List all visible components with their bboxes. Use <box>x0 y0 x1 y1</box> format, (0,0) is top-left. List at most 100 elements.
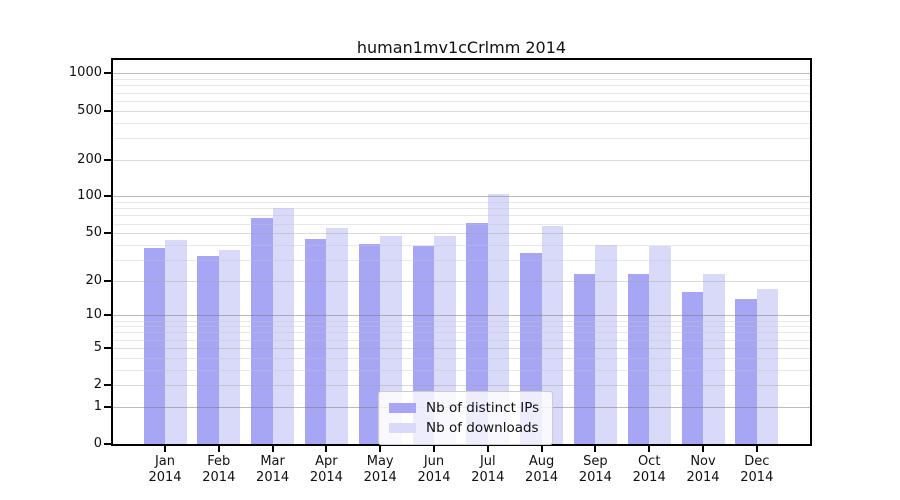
legend-entry-downloads: Nb of downloads <box>389 418 539 438</box>
x-tick-label: Sep 2014 <box>578 454 612 485</box>
gridline <box>113 202 810 204</box>
gridline <box>113 208 810 210</box>
x-tick <box>540 446 543 452</box>
x-tick <box>164 446 166 452</box>
bar-distinct-ips <box>681 292 703 444</box>
y-tick <box>104 314 111 317</box>
x-tick-label: Apr 2014 <box>309 454 343 485</box>
gridline <box>113 315 810 317</box>
gridline <box>113 357 810 359</box>
x-tick <box>648 446 651 452</box>
bar-downloads <box>326 228 348 444</box>
bar-downloads <box>218 250 241 444</box>
y-tick-label: 1 <box>93 398 102 414</box>
gridline <box>113 73 810 75</box>
y-tick-label: 2 <box>93 377 102 393</box>
x-tick-label: Jun 2014 <box>417 454 451 485</box>
x-tick-label: Jul 2014 <box>471 454 505 485</box>
x-tick-label: Jan 2014 <box>148 454 182 485</box>
y-tick <box>104 158 111 161</box>
gridline <box>113 196 810 198</box>
x-tick-label: Feb 2014 <box>202 454 236 485</box>
gridline <box>113 110 810 112</box>
legend-swatch-distinct-ips <box>389 403 416 413</box>
gridline <box>113 85 810 87</box>
gridline <box>113 79 810 81</box>
bar-downloads <box>595 244 617 444</box>
y-tick <box>104 232 111 235</box>
bar-downloads <box>703 273 725 444</box>
y-tick-label: 0 <box>93 436 102 451</box>
gridline <box>113 385 810 387</box>
gridline <box>113 100 810 102</box>
x-tick <box>755 446 758 452</box>
gridline <box>113 347 810 349</box>
y-tick <box>104 384 111 387</box>
legend: Nb of distinct IPs Nb of downloads <box>378 391 554 445</box>
chart-title: human1mv1cCrlmm 2014 <box>356 38 567 57</box>
plot-area: Nb of distinct IPs Nb of downloads <box>111 58 812 446</box>
bar-distinct-ips <box>358 243 381 444</box>
gridline <box>113 369 810 371</box>
bar-distinct-ips <box>627 273 650 444</box>
legend-entry-distinct-ips: Nb of distinct IPs <box>389 398 539 418</box>
bar-downloads <box>272 208 295 444</box>
bar-distinct-ips <box>251 218 273 444</box>
y-tick <box>104 195 111 198</box>
x-tick <box>217 446 220 452</box>
gridline <box>113 244 810 246</box>
y-tick-label: 500 <box>77 102 102 118</box>
bar-distinct-ips <box>197 256 219 444</box>
gridline <box>113 122 810 124</box>
x-tick <box>271 446 274 452</box>
y-tick-label: 100 <box>77 188 102 204</box>
gridline <box>113 215 810 217</box>
gridline <box>113 159 810 161</box>
y-tick-label: 50 <box>85 225 102 241</box>
x-tick <box>594 446 597 452</box>
y-tick-label: 5 <box>93 339 102 355</box>
gridline <box>113 137 810 139</box>
x-tick-label: Oct 2014 <box>632 454 666 485</box>
gridline <box>113 326 810 328</box>
bar-distinct-ips <box>143 247 165 444</box>
gridline <box>113 223 810 225</box>
x-tick <box>702 446 704 452</box>
x-tick-label: Aug 2014 <box>525 454 559 485</box>
y-tick-label: 200 <box>77 151 102 167</box>
x-tick <box>433 446 435 452</box>
bar-distinct-ips <box>304 238 327 444</box>
y-tick-label: 10 <box>85 307 102 323</box>
gridline <box>113 92 810 94</box>
gridline <box>113 339 810 341</box>
x-tick <box>325 446 328 452</box>
bar-downloads <box>756 288 779 444</box>
x-tick <box>486 446 489 452</box>
gridline <box>113 280 810 282</box>
bar-downloads <box>541 226 564 444</box>
bar-downloads <box>649 246 671 444</box>
bar-distinct-ips <box>466 222 488 444</box>
y-tick <box>104 405 111 408</box>
gridline <box>113 332 810 334</box>
legend-swatch-downloads <box>389 423 416 433</box>
y-tick-label: 1000 <box>68 65 102 81</box>
bar-downloads <box>165 239 187 444</box>
y-tick <box>104 72 111 75</box>
x-tick-label: May 2014 <box>363 454 397 485</box>
y-tick-label: 20 <box>85 272 102 288</box>
bar-downloads <box>487 193 510 444</box>
gridline <box>113 320 810 322</box>
gridline <box>113 259 810 261</box>
legend-label-downloads: Nb of downloads <box>426 420 539 436</box>
x-tick-label: Mar 2014 <box>256 454 290 485</box>
x-tick <box>379 446 382 452</box>
legend-label-distinct-ips: Nb of distinct IPs <box>426 400 540 416</box>
bar-distinct-ips <box>573 273 596 444</box>
x-tick-label: Nov 2014 <box>686 454 720 485</box>
y-tick <box>104 346 111 349</box>
y-tick <box>104 279 111 282</box>
y-tick <box>104 443 111 445</box>
y-tick <box>104 109 111 112</box>
